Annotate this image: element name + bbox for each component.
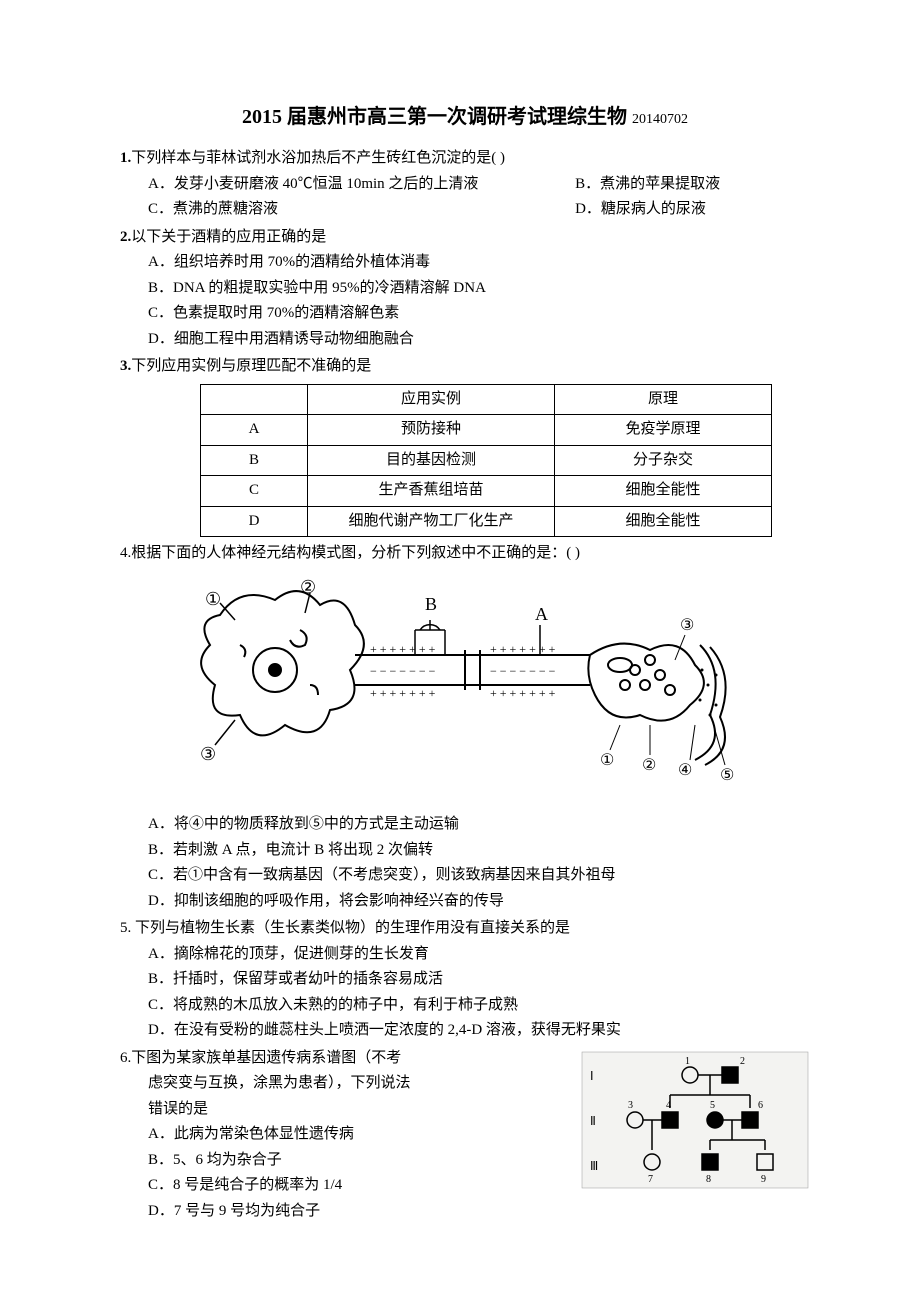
q3-stem: 下列应用实例与原理匹配不准确的是 xyxy=(131,358,371,374)
table-row: C 生产香蕉组培苗 细胞全能性 xyxy=(201,476,772,507)
cell: B xyxy=(201,445,308,476)
q5-opt-b: B．扦插时，保留芽或者幼叶的插条容易成活 xyxy=(148,967,810,993)
q2-opt-b: B．DNA 的粗提取实验中用 95%的冷酒精溶解 DNA xyxy=(148,276,810,302)
pedigree-diagram: Ⅰ Ⅱ Ⅲ 1 2 xyxy=(580,1050,810,1190)
ped-6: 6 xyxy=(758,1100,763,1111)
question-1: 1.下列样本与菲林试剂水浴加热后不产生砖红色沉淀的是( ) A．发芽小麦研磨液 … xyxy=(120,146,810,223)
q4-opt-b: B．若刺激 A 点，电流计 B 将出现 2 次偏转 xyxy=(148,838,810,864)
q4-stem: 根据下面的人体神经元结构模式图，分析下列叙述中不正确的是：( ) xyxy=(131,545,580,561)
cell: 目的基因检测 xyxy=(308,445,555,476)
gen-3: Ⅲ xyxy=(590,1159,598,1173)
q6-opt-a: A．此病为常染色体显性遗传病 xyxy=(148,1122,572,1148)
q1-opt-b: B．煮沸的苹果提取液 xyxy=(575,172,810,198)
svg-text:+ + + + + + +: + + + + + + + xyxy=(490,686,556,700)
title-sub: 20140702 xyxy=(632,112,688,127)
table-row: B 目的基因检测 分子杂交 xyxy=(201,445,772,476)
syn-label-1: ① xyxy=(600,752,614,769)
cell: D xyxy=(201,506,308,537)
q6-num: 6. xyxy=(120,1050,131,1066)
ped-9: 9 xyxy=(761,1174,766,1185)
syn-label-5: ⑤ xyxy=(720,767,734,784)
q5-stem: 下列与植物生长素（生长素类似物）的生理作用没有直接关系的是 xyxy=(131,920,570,936)
cell: 预防接种 xyxy=(308,415,555,446)
q2-num: 2. xyxy=(120,229,131,245)
q2-opt-c: C．色素提取时用 70%的酒精溶解色素 xyxy=(148,301,810,327)
q4-opt-a: A．将④中的物质释放到⑤中的方式是主动运输 xyxy=(148,812,810,838)
cell: 生产香蕉组培苗 xyxy=(308,476,555,507)
svg-text:− − − − − − −: − − − − − − − xyxy=(490,664,556,678)
question-5: 5. 下列与植物生长素（生长素类似物）的生理作用没有直接关系的是 A．摘除棉花的… xyxy=(120,916,810,1044)
q2-stem: 以下关于酒精的应用正确的是 xyxy=(131,229,326,245)
label-2: ② xyxy=(300,577,316,597)
cell: 细胞全能性 xyxy=(555,506,772,537)
title-main: 2015 届惠州市高三第一次调研考试理综生物 xyxy=(242,106,627,128)
label-B: B xyxy=(425,594,437,614)
question-3: 3.下列应用实例与原理匹配不准确的是 应用实例 原理 A 预防接种 免疫学原理 … xyxy=(120,354,810,537)
table-row: A 预防接种 免疫学原理 xyxy=(201,415,772,446)
question-4: 4.根据下面的人体神经元结构模式图，分析下列叙述中不正确的是：( ) ① ② ③ xyxy=(120,541,810,914)
exam-title: 2015 届惠州市高三第一次调研考试理综生物 20140702 xyxy=(120,100,810,134)
question-6: 6.下图为某家族单基因遗传病系谱图（不考 虑突变与互换，涂黑为患者），下列说法 … xyxy=(120,1046,810,1225)
q5-opt-c: C．将成熟的木瓜放入未熟的的柿子中，有利于柿子成熟 xyxy=(148,993,810,1019)
q4-opt-d: D．抑制该细胞的呼吸作用，将会影响神经兴奋的传导 xyxy=(148,889,810,915)
q3-table: 应用实例 原理 A 预防接种 免疫学原理 B 目的基因检测 分子杂交 C 生产香… xyxy=(200,384,772,538)
q1-opt-a: A．发芽小麦研磨液 40℃恒温 10min 之后的上清液 xyxy=(148,172,575,198)
q4-num: 4. xyxy=(120,545,131,561)
q6-stem3: 错误的是 xyxy=(120,1097,572,1123)
ped-1: 1 xyxy=(685,1056,690,1067)
q1-num: 1. xyxy=(120,150,131,166)
ped-5: 5 xyxy=(710,1100,715,1111)
svg-text:+ + + + + + +: + + + + + + + xyxy=(490,642,556,656)
cell: 分子杂交 xyxy=(555,445,772,476)
cell: C xyxy=(201,476,308,507)
q5-opt-a: A．摘除棉花的顶芽，促进侧芽的生长发育 xyxy=(148,942,810,968)
svg-text:+ + + + + + +: + + + + + + + xyxy=(370,686,436,700)
q2-opt-a: A．组织培养时用 70%的酒精给外植体消毒 xyxy=(148,250,810,276)
cell xyxy=(201,384,308,415)
syn-label-3: ③ xyxy=(680,617,694,634)
syn-label-4: ④ xyxy=(678,762,692,779)
ped-7: 7 xyxy=(648,1174,653,1185)
q4-opt-c: C．若①中含有一致病基因（不考虑突变），则该致病基因来自其外祖母 xyxy=(148,863,810,889)
cell: 原理 xyxy=(555,384,772,415)
cell: 细胞全能性 xyxy=(555,476,772,507)
ped-2: 2 xyxy=(740,1056,745,1067)
gen-1: Ⅰ xyxy=(590,1069,594,1083)
ped-8: 8 xyxy=(706,1174,711,1185)
cell: 细胞代谢产物工厂化生产 xyxy=(308,506,555,537)
q6-opt-b: B．5、6 均为杂合子 xyxy=(148,1148,572,1174)
q6-stem1: 下图为某家族单基因遗传病系谱图（不考 xyxy=(131,1050,401,1066)
cell: A xyxy=(201,415,308,446)
svg-text:− − − − − − −: − − − − − − − xyxy=(370,664,436,678)
q1-stem: 下列样本与菲林试剂水浴加热后不产生砖红色沉淀的是( ) xyxy=(131,150,505,166)
q1-opt-c: C．煮沸的蔗糖溶液 xyxy=(148,197,575,223)
svg-text:+ + + + + + +: + + + + + + + xyxy=(370,642,436,656)
q2-opt-d: D．细胞工程中用酒精诱导动物细胞融合 xyxy=(148,327,810,353)
q5-num: 5. xyxy=(120,920,131,936)
table-row: 应用实例 原理 xyxy=(201,384,772,415)
q6-opt-c: C．8 号是纯合子的概率为 1/4 xyxy=(148,1173,572,1199)
table-row: D 细胞代谢产物工厂化生产 细胞全能性 xyxy=(201,506,772,537)
q1-opt-d: D．糖尿病人的尿液 xyxy=(575,197,810,223)
q6-stem2: 虑突变与互换，涂黑为患者），下列说法 xyxy=(120,1071,572,1097)
q6-opt-d: D．7 号与 9 号均为纯合子 xyxy=(148,1199,572,1225)
neuron-diagram: ① ② ③ + + + + + + + − − − − − − − + + + … xyxy=(180,575,810,805)
q5-opt-d: D．在没有受粉的雌蕊柱头上喷洒一定浓度的 2,4-D 溶液，获得无籽果实 xyxy=(148,1018,810,1044)
cell: 应用实例 xyxy=(308,384,555,415)
label-3: ③ xyxy=(200,744,216,764)
label-A: A xyxy=(535,604,548,624)
cell: 免疫学原理 xyxy=(555,415,772,446)
q3-num: 3. xyxy=(120,358,131,374)
syn-label-2: ② xyxy=(642,757,656,774)
question-2: 2.以下关于酒精的应用正确的是 A．组织培养时用 70%的酒精给外植体消毒 B．… xyxy=(120,225,810,353)
gen-2: Ⅱ xyxy=(590,1114,596,1128)
ped-4: 4 xyxy=(666,1100,671,1111)
label-1: ① xyxy=(205,589,221,609)
ped-3: 3 xyxy=(628,1100,633,1111)
